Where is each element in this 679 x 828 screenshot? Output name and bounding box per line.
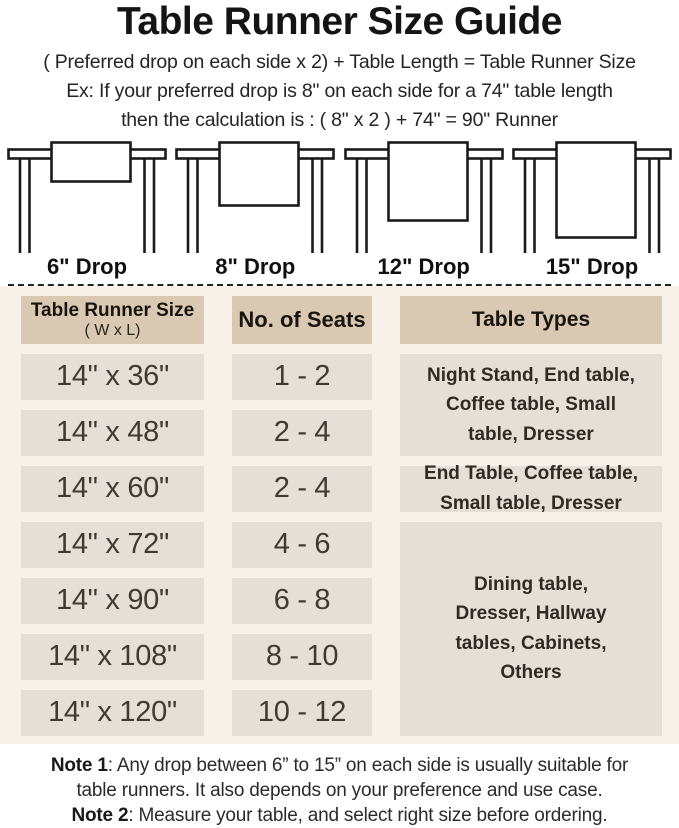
note-2-label: Note 2 <box>71 804 129 826</box>
table-drawing-icon <box>343 141 504 253</box>
table-runner-illustration <box>6 141 168 253</box>
column-header-runner-size-sub: ( W x L) <box>84 321 141 339</box>
example-line-2: then the calculation is : ( 8" x 2 ) + 7… <box>121 108 558 131</box>
notes: Note 1: Any drop between 6” to 15” on ea… <box>0 743 679 828</box>
drop-label: 12" Drop <box>377 253 470 279</box>
table-drawing-icon <box>7 141 167 253</box>
page-title: Table Runner Size Guide <box>116 0 563 43</box>
drop-label: 15" Drop <box>545 253 639 279</box>
runner-size-cell: 14" x 108" <box>21 633 204 680</box>
seats-cell: 2 - 4 <box>232 465 372 512</box>
note-2-line: Note 2: Measure your table, and select r… <box>71 804 608 826</box>
formula-text: ( Preferred drop on each side x 2) + Tab… <box>43 50 636 73</box>
note-1-label: Note 1 <box>50 754 108 776</box>
runner-size-cell: 14" x 120" <box>21 689 204 736</box>
seats-cell: 6 - 8 <box>232 577 372 624</box>
table-types-group-medium: End Table, Coffee table, Small table, Dr… <box>400 463 662 514</box>
table-runner-illustration <box>511 141 673 253</box>
drop-labels: 6" Drop 8" Drop 12" Drop 15" Drop <box>0 253 679 281</box>
column-header-runner-size: Table Runner Size ( W x L) <box>21 295 204 344</box>
runner-size-cell: 14" x 90" <box>21 577 204 624</box>
dashed-divider <box>8 283 671 286</box>
table-types-group-small: Night Stand, End table, Coffee table, Sm… <box>400 353 662 456</box>
drop-label: 8" Drop <box>215 253 296 279</box>
seats-cell: 10 - 12 <box>232 689 372 736</box>
table-types-group-large: Dining table, Dresser, Hallway tables, C… <box>400 521 662 736</box>
runner-size-cell: 14" x 48" <box>21 409 204 456</box>
table-drawing-icon <box>175 141 336 253</box>
column-header-table-types: Table Types <box>400 295 662 344</box>
table-runner-illustration <box>174 141 336 253</box>
drop-illustrations <box>0 141 679 253</box>
runner-size-cell: 14" x 60" <box>21 465 204 512</box>
seats-cell: 1 - 2 <box>232 353 372 400</box>
seats-cell: 2 - 4 <box>232 409 372 456</box>
column-header-runner-size-title: Table Runner Size <box>30 299 195 321</box>
column-header-seats: No. of Seats <box>232 295 372 344</box>
note-1-line-1: Note 1: Any drop between 6” to 15” on ea… <box>50 754 629 776</box>
example-line-1: Ex: If your preferred drop is 8" on each… <box>66 79 613 102</box>
drop-label: 6" Drop <box>46 253 128 279</box>
runner-size-cell: 14" x 72" <box>21 521 204 568</box>
runner-size-cell: 14" x 36" <box>21 353 204 400</box>
note-1-line-2: table runners. It also depends on your p… <box>76 779 603 801</box>
seats-cell: 8 - 10 <box>232 633 372 680</box>
table-drawing-icon <box>512 141 672 253</box>
table-runner-illustration <box>343 141 505 253</box>
size-table: Table Runner Size ( W x L) No. of Seats … <box>0 285 679 744</box>
seats-cell: 4 - 6 <box>232 521 372 568</box>
